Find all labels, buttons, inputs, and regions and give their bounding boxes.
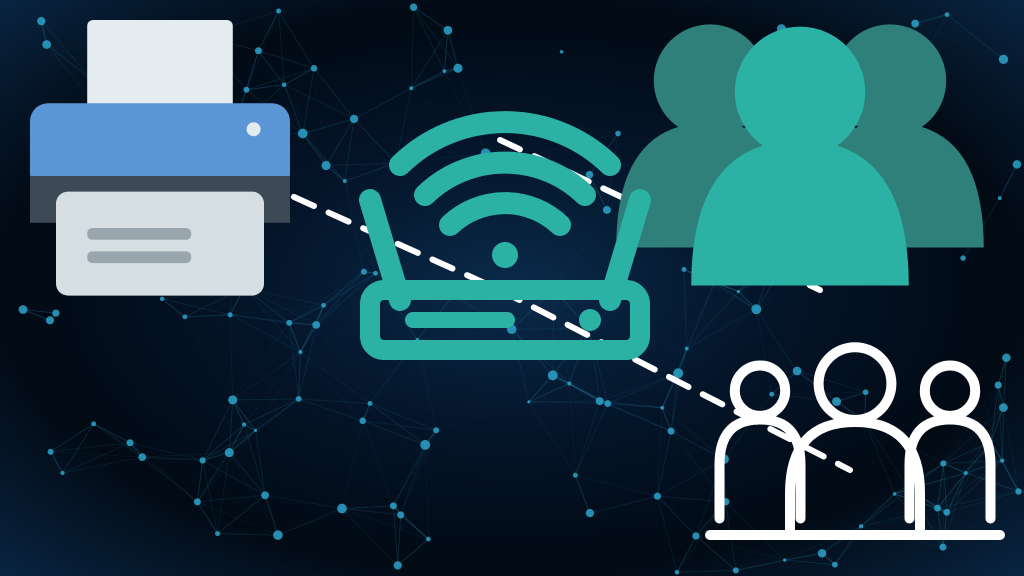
users-filled-icon [616,24,984,285]
users-outline-icon [710,347,1000,535]
printer-icon [30,20,290,296]
router-icon [370,122,640,350]
icons-layer [0,0,1024,576]
network-diagram [0,0,1024,576]
